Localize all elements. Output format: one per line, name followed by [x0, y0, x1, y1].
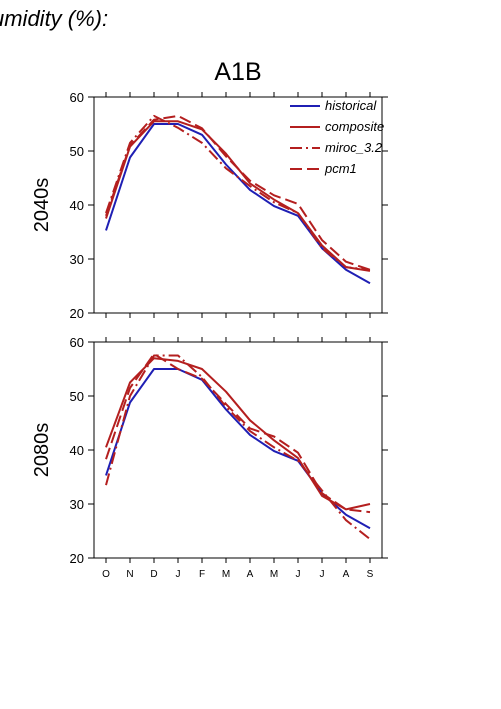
y-tick-label: 20: [70, 306, 84, 321]
legend-label: miroc_3.2: [325, 140, 383, 155]
x-tick-label: O: [102, 569, 110, 580]
y-tick-label: 60: [70, 90, 84, 105]
row-label-2080s: 2080s: [31, 423, 53, 478]
y-tick-label: 30: [70, 497, 84, 512]
series-line-miroc-3-2: [105, 354, 371, 540]
x-tick-label: N: [126, 569, 133, 580]
legend-label: pcm1: [324, 161, 357, 176]
x-tick-label: S: [367, 569, 374, 580]
page-title: umidity (%):: [0, 6, 109, 31]
x-tick-label: J: [320, 569, 325, 580]
x-tick-label: J: [296, 569, 301, 580]
series-line-miroc-3-2: [105, 114, 371, 271]
y-tick-label: 50: [70, 389, 84, 404]
y-tick-label: 60: [70, 335, 84, 350]
y-tick-label: 40: [70, 443, 84, 458]
x-tick-label: M: [270, 569, 278, 580]
x-tick-label: J: [176, 569, 181, 580]
y-tick-label: 30: [70, 252, 84, 267]
x-tick-label: A: [247, 569, 254, 580]
series-line-pcm1: [105, 114, 371, 271]
y-tick-label: 40: [70, 198, 84, 213]
series-line-composite: [105, 357, 371, 511]
scenario-title: A1B: [214, 58, 261, 86]
x-tick-label: D: [150, 569, 157, 580]
x-tick-label: F: [199, 569, 205, 580]
series-line-historical: [105, 368, 371, 530]
legend-label: composite: [325, 119, 384, 134]
y-tick-label: 50: [70, 144, 84, 159]
x-tick-label: A: [343, 569, 350, 580]
legend-label: historical: [325, 98, 377, 113]
y-tick-label: 20: [70, 551, 84, 566]
row-label-2040s: 2040s: [31, 178, 53, 233]
x-tick-label: M: [222, 569, 230, 580]
series-line-pcm1: [105, 352, 371, 514]
